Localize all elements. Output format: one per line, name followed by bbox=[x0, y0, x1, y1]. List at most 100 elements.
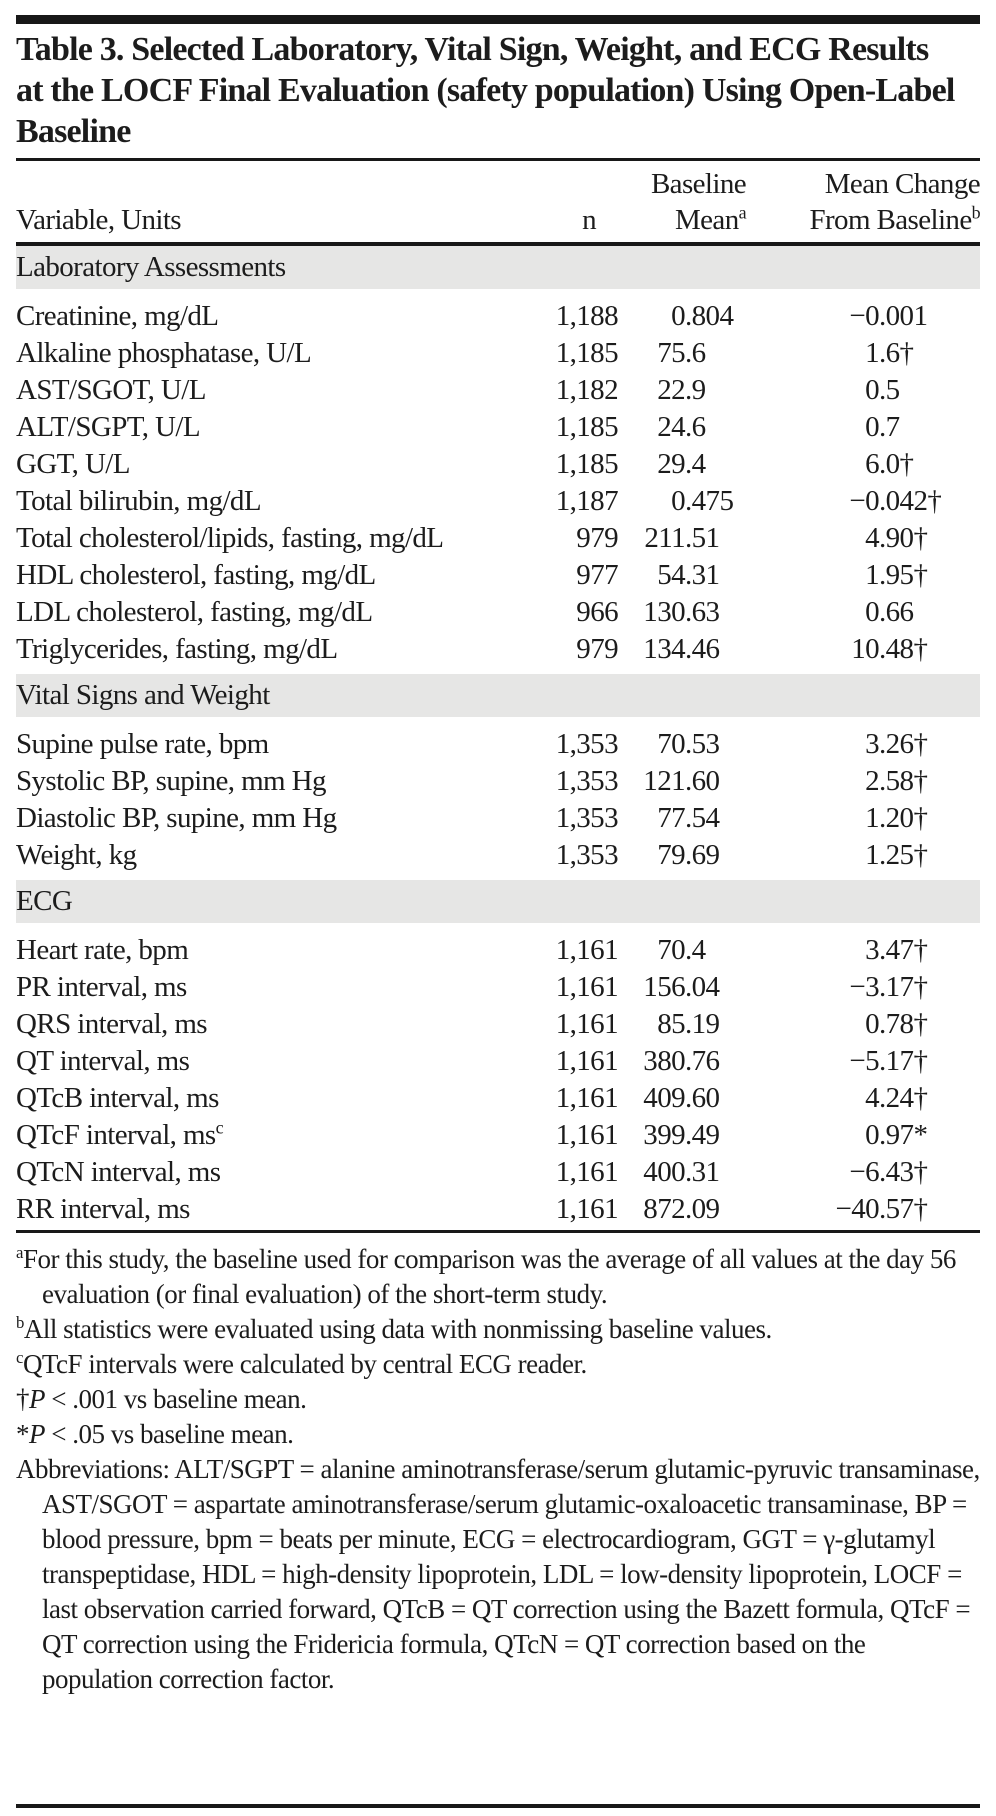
variable-cell: ALT/SGPT, U/L bbox=[16, 411, 201, 443]
value-fraction: .31 bbox=[685, 1156, 720, 1188]
mean-change-cell: 2.58† bbox=[750, 763, 980, 800]
n-cell: 977 bbox=[576, 559, 618, 591]
variable-cell: Systolic BP, supine, mm Hg bbox=[16, 765, 326, 797]
value-integer: −0 bbox=[849, 300, 879, 332]
top-rule bbox=[16, 15, 980, 24]
value-fraction: .90† bbox=[879, 522, 928, 554]
value-fraction: .60 bbox=[685, 765, 720, 797]
n-cell: 1,185 bbox=[555, 337, 619, 369]
value-fraction: .51 bbox=[685, 522, 720, 554]
column-header-baseline-line2: Meana bbox=[618, 202, 750, 246]
value-fraction: .46 bbox=[685, 633, 720, 665]
section-header-row: Laboratory Assessments bbox=[16, 246, 980, 298]
variable-cell: LDL cholesterol, fasting, mg/dL bbox=[16, 596, 373, 628]
footnote: cQTcF intervals were calculated by centr… bbox=[16, 1348, 587, 1379]
footnote: aFor this study, the baseline used for c… bbox=[16, 1243, 956, 1309]
mean-change-cell: 6.0† bbox=[750, 446, 980, 483]
value-integer: 0 bbox=[865, 411, 880, 443]
mean-change-cell: −6.43† bbox=[750, 1154, 980, 1191]
n-cell: 1,161 bbox=[555, 1008, 619, 1040]
n-cell: 1,187 bbox=[555, 485, 619, 517]
mean-change-cell: 10.48† bbox=[750, 631, 980, 668]
section-title: Vital Signs and Weight bbox=[16, 668, 980, 726]
value-fraction: .69 bbox=[685, 839, 720, 871]
value-fraction: .20† bbox=[879, 802, 928, 834]
footnote: Abbreviations: ALT/SGPT = alanine aminot… bbox=[16, 1454, 980, 1694]
title-rule bbox=[16, 158, 980, 161]
mean-change-cell: 0.66 bbox=[750, 594, 980, 631]
variable-cell: Supine pulse rate, bpm bbox=[16, 728, 269, 760]
value-fraction: .76 bbox=[685, 1045, 720, 1077]
value-integer: −0 bbox=[849, 485, 879, 517]
mean-change-cell: 4.24† bbox=[750, 1080, 980, 1117]
p-value-symbol: P bbox=[29, 1384, 46, 1414]
variable-cell: AST/SGOT, U/L bbox=[16, 374, 206, 406]
table-row: Heart rate, bpm 1,161 70.4 3.47† bbox=[16, 932, 980, 969]
value-integer: 77 bbox=[657, 802, 685, 834]
baseline-mean-cell: 211.51 bbox=[618, 520, 750, 557]
value-integer: 4 bbox=[865, 522, 880, 554]
value-fraction: .26† bbox=[879, 728, 928, 760]
value-integer: 380 bbox=[643, 1045, 685, 1077]
value-fraction: .49 bbox=[685, 1119, 720, 1151]
baseline-mean-cell: 29.4 bbox=[618, 446, 750, 483]
mean-change-cell: −0.001 bbox=[750, 298, 980, 335]
n-cell: 966 bbox=[576, 596, 618, 628]
value-integer: −3 bbox=[849, 971, 879, 1003]
table-header: Baseline Mean Change Variable, Units n M… bbox=[16, 161, 981, 246]
value-integer: 70 bbox=[657, 934, 685, 966]
baseline-mean-cell: 77.54 bbox=[618, 800, 750, 837]
n-cell: 979 bbox=[576, 522, 618, 554]
n-cell: 1,353 bbox=[555, 802, 619, 834]
table-row: HDL cholesterol, fasting, mg/dL 977 54.31 1… bbox=[16, 557, 980, 594]
value-fraction: .97* bbox=[879, 1119, 928, 1151]
variable-cell: Heart rate, bpm bbox=[16, 934, 189, 966]
variable-cell: Alkaline phosphatase, U/L bbox=[16, 337, 312, 369]
table-row: Diastolic BP, supine, mm Hg 1,353 77.54 1.2… bbox=[16, 800, 980, 837]
change-sup: b bbox=[971, 202, 981, 223]
value-integer: 0 bbox=[865, 596, 880, 628]
value-integer: 79 bbox=[657, 839, 685, 871]
mean-change-cell: −40.57† bbox=[750, 1191, 980, 1228]
variable-sup: c bbox=[215, 1117, 224, 1138]
mean-change-cell: 1.6† bbox=[750, 335, 980, 372]
variable-cell: QTcN interval, ms bbox=[16, 1156, 221, 1188]
value-integer: 6 bbox=[865, 448, 880, 480]
value-integer: 0 bbox=[865, 374, 880, 406]
baseline-mean-sup: a bbox=[738, 202, 747, 223]
n-cell: 1,185 bbox=[555, 411, 619, 443]
value-integer: 0 bbox=[865, 1119, 880, 1151]
n-cell: 1,182 bbox=[555, 374, 619, 406]
value-fraction: .042† bbox=[879, 485, 942, 517]
header-spacer bbox=[536, 161, 618, 202]
value-fraction: .78† bbox=[879, 1008, 928, 1040]
table-row: QTcN interval, ms 1,161 400.31 −6.43† bbox=[16, 1154, 980, 1191]
n-cell: 1,161 bbox=[555, 971, 619, 1003]
variable-cell: Total cholesterol/lipids, fasting, mg/dL bbox=[16, 522, 444, 554]
baseline-mean-cell: 70.4 bbox=[618, 932, 750, 969]
table-row: Systolic BP, supine, mm Hg 1,353 121.60 2.5… bbox=[16, 763, 980, 800]
value-integer: 399 bbox=[643, 1119, 685, 1151]
variable-cell: PR interval, ms bbox=[16, 971, 187, 1003]
value-fraction: .6† bbox=[879, 337, 914, 369]
mean-change-cell: −3.17† bbox=[750, 969, 980, 1006]
footnote: bAll statistics were evaluated using dat… bbox=[16, 1313, 772, 1344]
baseline-mean-cell: 22.9 bbox=[618, 372, 750, 409]
footnote-marker: b bbox=[16, 1313, 24, 1332]
value-fraction: .54 bbox=[685, 802, 720, 834]
table-row: Weight, kg 1,353 79.69 1.25† bbox=[16, 837, 980, 874]
value-integer: 134 bbox=[643, 633, 685, 665]
baseline-mean-cell: 54.31 bbox=[618, 557, 750, 594]
value-integer: 1 bbox=[865, 839, 880, 871]
value-fraction: .43† bbox=[879, 1156, 928, 1188]
table-row: QRS interval, ms 1,161 85.19 0.78† bbox=[16, 1006, 980, 1043]
table-row: QTcF interval, msc 1,161 399.49 0.97* bbox=[16, 1117, 980, 1154]
table-row: QT interval, ms 1,161 380.76 −5.17† bbox=[16, 1043, 980, 1080]
variable-cell: HDL cholesterol, fasting, mg/dL bbox=[16, 559, 376, 591]
value-fraction: .57† bbox=[879, 1193, 928, 1225]
value-fraction: .63 bbox=[685, 596, 720, 628]
variable-cell: Total bilirubin, mg/dL bbox=[16, 485, 262, 517]
column-header-n: n bbox=[536, 202, 618, 246]
value-fraction: .48† bbox=[879, 633, 928, 665]
